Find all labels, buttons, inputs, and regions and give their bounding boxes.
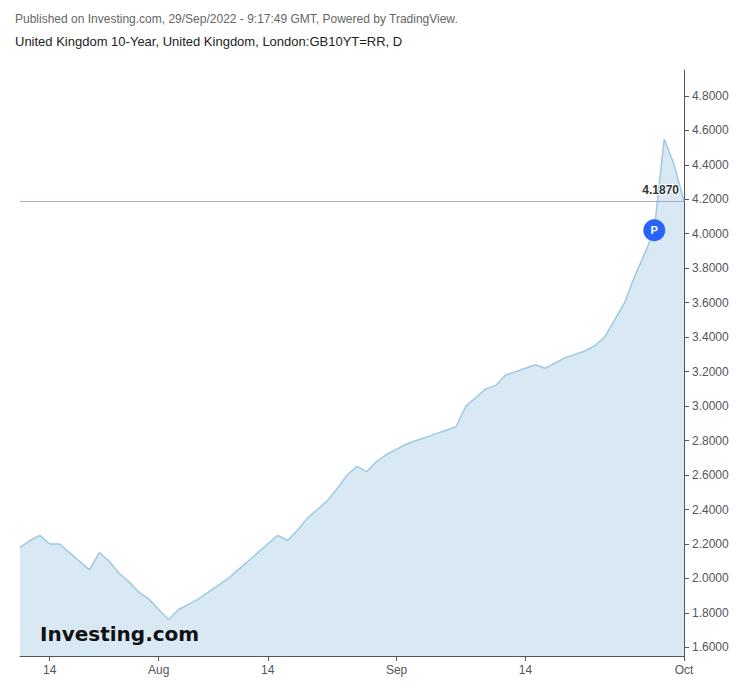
svg-text:Investing.com: Investing.com — [40, 622, 199, 646]
svg-text:United Kingdom 10-Year, United: United Kingdom 10-Year, United Kingdom, … — [15, 34, 402, 49]
svg-text:14: 14 — [43, 663, 57, 677]
svg-text:4.1870: 4.1870 — [642, 183, 679, 197]
svg-text:P: P — [651, 224, 658, 236]
svg-text:4.0000: 4.0000 — [692, 227, 729, 241]
svg-text:Aug: Aug — [148, 663, 169, 677]
svg-text:2.8000: 2.8000 — [692, 434, 729, 448]
svg-text:3.6000: 3.6000 — [692, 296, 729, 310]
svg-text:1.8000: 1.8000 — [692, 606, 729, 620]
svg-text:2.6000: 2.6000 — [692, 468, 729, 482]
svg-text:Published on Investing.com, 29: Published on Investing.com, 29/Sep/2022 … — [15, 12, 458, 26]
svg-text:14: 14 — [261, 663, 275, 677]
svg-text:4.6000: 4.6000 — [692, 123, 729, 137]
svg-text:2.4000: 2.4000 — [692, 503, 729, 517]
svg-text:3.2000: 3.2000 — [692, 365, 729, 379]
svg-text:3.0000: 3.0000 — [692, 399, 729, 413]
svg-text:4.8000: 4.8000 — [692, 89, 729, 103]
svg-text:Sep: Sep — [386, 663, 408, 677]
svg-text:4.4000: 4.4000 — [692, 158, 729, 172]
svg-text:14: 14 — [519, 663, 533, 677]
svg-text:3.8000: 3.8000 — [692, 261, 729, 275]
svg-text:3.4000: 3.4000 — [692, 330, 729, 344]
svg-text:4.2000: 4.2000 — [692, 192, 729, 206]
svg-text:2.0000: 2.0000 — [692, 571, 729, 585]
svg-text:Oct: Oct — [675, 663, 694, 677]
svg-text:2.2000: 2.2000 — [692, 537, 729, 551]
svg-text:1.6000: 1.6000 — [692, 640, 729, 654]
